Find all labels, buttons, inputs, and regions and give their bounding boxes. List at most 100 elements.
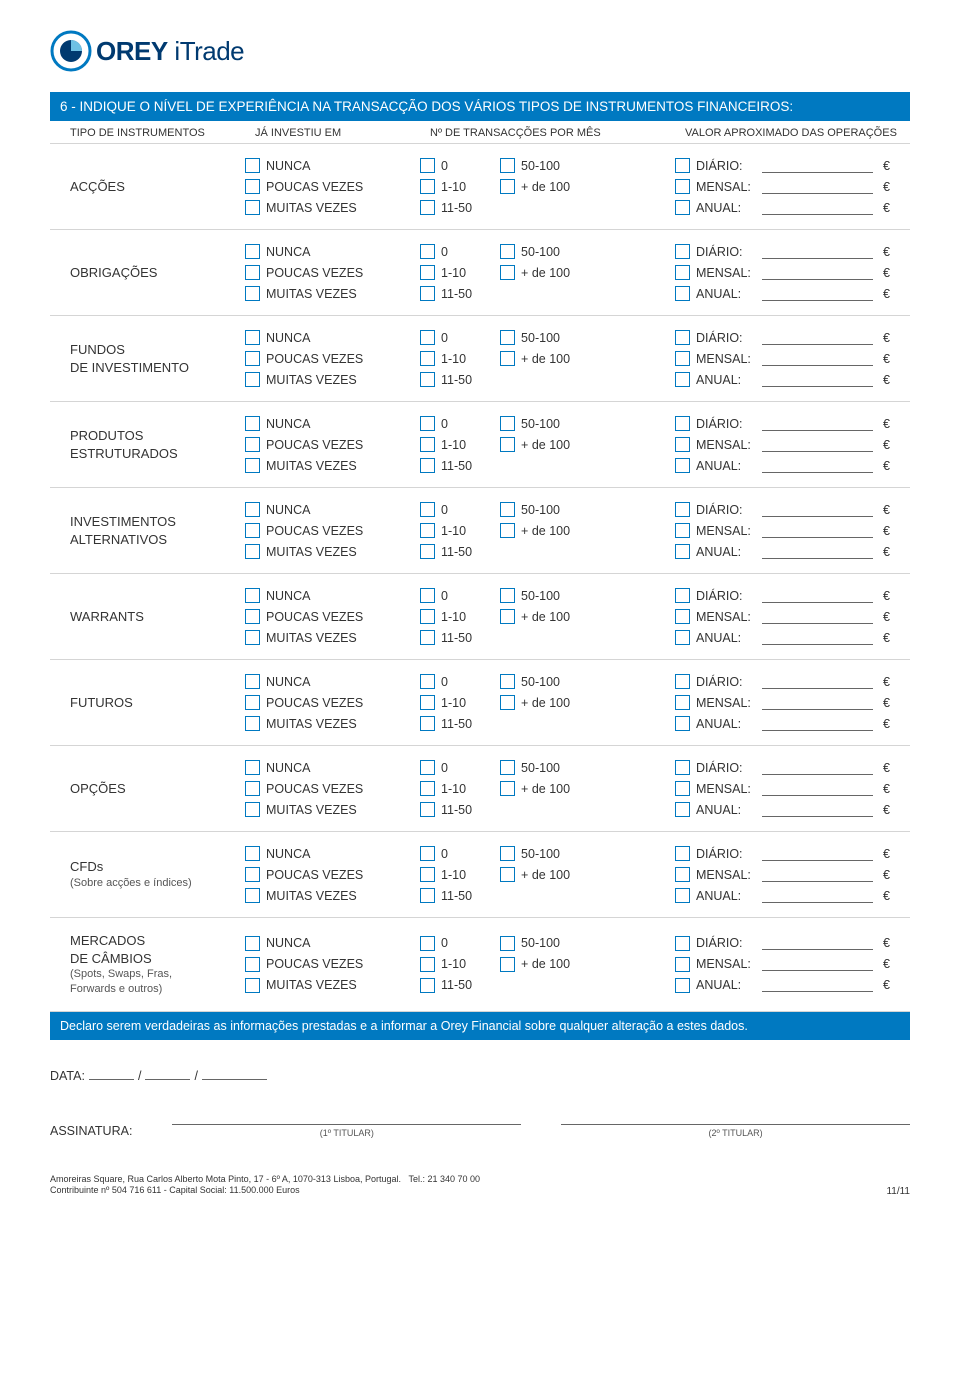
checkbox[interactable]: [675, 265, 690, 280]
investiu-option[interactable]: MUITAS VEZES: [245, 802, 420, 817]
valor-input-line[interactable]: [762, 717, 873, 731]
checkbox[interactable]: [675, 588, 690, 603]
valor-line[interactable]: ANUAL:€: [675, 802, 890, 817]
valor-input-line[interactable]: [762, 201, 873, 215]
checkbox[interactable]: [500, 437, 515, 452]
transaction-option[interactable]: 11-50: [420, 978, 472, 993]
transaction-option[interactable]: 1-10: [420, 781, 472, 796]
transaction-option[interactable]: + de 100: [500, 695, 570, 710]
checkbox[interactable]: [420, 957, 435, 972]
checkbox[interactable]: [245, 716, 260, 731]
checkbox[interactable]: [420, 781, 435, 796]
checkbox[interactable]: [500, 760, 515, 775]
investiu-option[interactable]: POUCAS VEZES: [245, 957, 420, 972]
checkbox[interactable]: [245, 630, 260, 645]
checkbox[interactable]: [245, 978, 260, 993]
investiu-option[interactable]: NUNCA: [245, 158, 420, 173]
transaction-option[interactable]: 0: [420, 760, 472, 775]
transaction-option[interactable]: + de 100: [500, 523, 570, 538]
transaction-option[interactable]: + de 100: [500, 609, 570, 624]
valor-line[interactable]: DIÁRIO:€: [675, 936, 890, 951]
checkbox[interactable]: [420, 158, 435, 173]
investiu-option[interactable]: POUCAS VEZES: [245, 523, 420, 538]
transaction-option[interactable]: 0: [420, 936, 472, 951]
valor-input-line[interactable]: [762, 180, 873, 194]
valor-line[interactable]: ANUAL:€: [675, 372, 890, 387]
checkbox[interactable]: [420, 674, 435, 689]
valor-line[interactable]: MENSAL:€: [675, 781, 890, 796]
checkbox[interactable]: [420, 416, 435, 431]
investiu-option[interactable]: MUITAS VEZES: [245, 888, 420, 903]
checkbox[interactable]: [420, 244, 435, 259]
checkbox[interactable]: [245, 200, 260, 215]
checkbox[interactable]: [245, 760, 260, 775]
checkbox[interactable]: [500, 416, 515, 431]
checkbox[interactable]: [420, 630, 435, 645]
checkbox[interactable]: [245, 957, 260, 972]
investiu-option[interactable]: NUNCA: [245, 244, 420, 259]
valor-input-line[interactable]: [762, 159, 873, 173]
checkbox[interactable]: [245, 846, 260, 861]
checkbox[interactable]: [245, 330, 260, 345]
transaction-option[interactable]: 1-10: [420, 867, 472, 882]
valor-line[interactable]: ANUAL:€: [675, 458, 890, 473]
transaction-option[interactable]: + de 100: [500, 957, 570, 972]
checkbox[interactable]: [420, 609, 435, 624]
transaction-option[interactable]: 1-10: [420, 351, 472, 366]
checkbox[interactable]: [245, 867, 260, 882]
valor-input-line[interactable]: [762, 545, 873, 559]
transaction-option[interactable]: + de 100: [500, 351, 570, 366]
checkbox[interactable]: [500, 330, 515, 345]
checkbox[interactable]: [675, 286, 690, 301]
transaction-option[interactable]: 11-50: [420, 888, 472, 903]
checkbox[interactable]: [675, 330, 690, 345]
checkbox[interactable]: [500, 936, 515, 951]
date-field[interactable]: DATA: //: [50, 1068, 910, 1083]
checkbox[interactable]: [675, 437, 690, 452]
transaction-option[interactable]: 0: [420, 674, 472, 689]
checkbox[interactable]: [675, 372, 690, 387]
investiu-option[interactable]: NUNCA: [245, 502, 420, 517]
checkbox[interactable]: [420, 936, 435, 951]
investiu-option[interactable]: NUNCA: [245, 674, 420, 689]
checkbox[interactable]: [245, 351, 260, 366]
checkbox[interactable]: [500, 781, 515, 796]
valor-line[interactable]: ANUAL:€: [675, 978, 890, 993]
checkbox[interactable]: [420, 200, 435, 215]
valor-line[interactable]: DIÁRIO:€: [675, 244, 890, 259]
valor-line[interactable]: DIÁRIO:€: [675, 846, 890, 861]
checkbox[interactable]: [675, 200, 690, 215]
valor-line[interactable]: ANUAL:€: [675, 888, 890, 903]
checkbox[interactable]: [675, 846, 690, 861]
valor-line[interactable]: DIÁRIO:€: [675, 588, 890, 603]
transaction-option[interactable]: 0: [420, 416, 472, 431]
valor-input-line[interactable]: [762, 373, 873, 387]
valor-line[interactable]: ANUAL:€: [675, 716, 890, 731]
investiu-option[interactable]: POUCAS VEZES: [245, 695, 420, 710]
transaction-option[interactable]: 11-50: [420, 544, 472, 559]
checkbox[interactable]: [245, 458, 260, 473]
checkbox[interactable]: [500, 695, 515, 710]
valor-input-line[interactable]: [762, 889, 873, 903]
valor-line[interactable]: MENSAL:€: [675, 179, 890, 194]
checkbox[interactable]: [420, 437, 435, 452]
transaction-option[interactable]: + de 100: [500, 867, 570, 882]
checkbox[interactable]: [420, 978, 435, 993]
checkbox[interactable]: [420, 265, 435, 280]
checkbox[interactable]: [500, 523, 515, 538]
valor-input-line[interactable]: [762, 847, 873, 861]
checkbox[interactable]: [500, 265, 515, 280]
checkbox[interactable]: [500, 179, 515, 194]
investiu-option[interactable]: NUNCA: [245, 588, 420, 603]
checkbox[interactable]: [420, 888, 435, 903]
checkbox[interactable]: [245, 286, 260, 301]
checkbox[interactable]: [245, 416, 260, 431]
checkbox[interactable]: [675, 957, 690, 972]
valor-input-line[interactable]: [762, 957, 873, 971]
checkbox[interactable]: [675, 416, 690, 431]
transaction-option[interactable]: 1-10: [420, 957, 472, 972]
investiu-option[interactable]: NUNCA: [245, 330, 420, 345]
checkbox[interactable]: [675, 936, 690, 951]
transaction-option[interactable]: 50-100: [500, 330, 570, 345]
investiu-option[interactable]: MUITAS VEZES: [245, 544, 420, 559]
